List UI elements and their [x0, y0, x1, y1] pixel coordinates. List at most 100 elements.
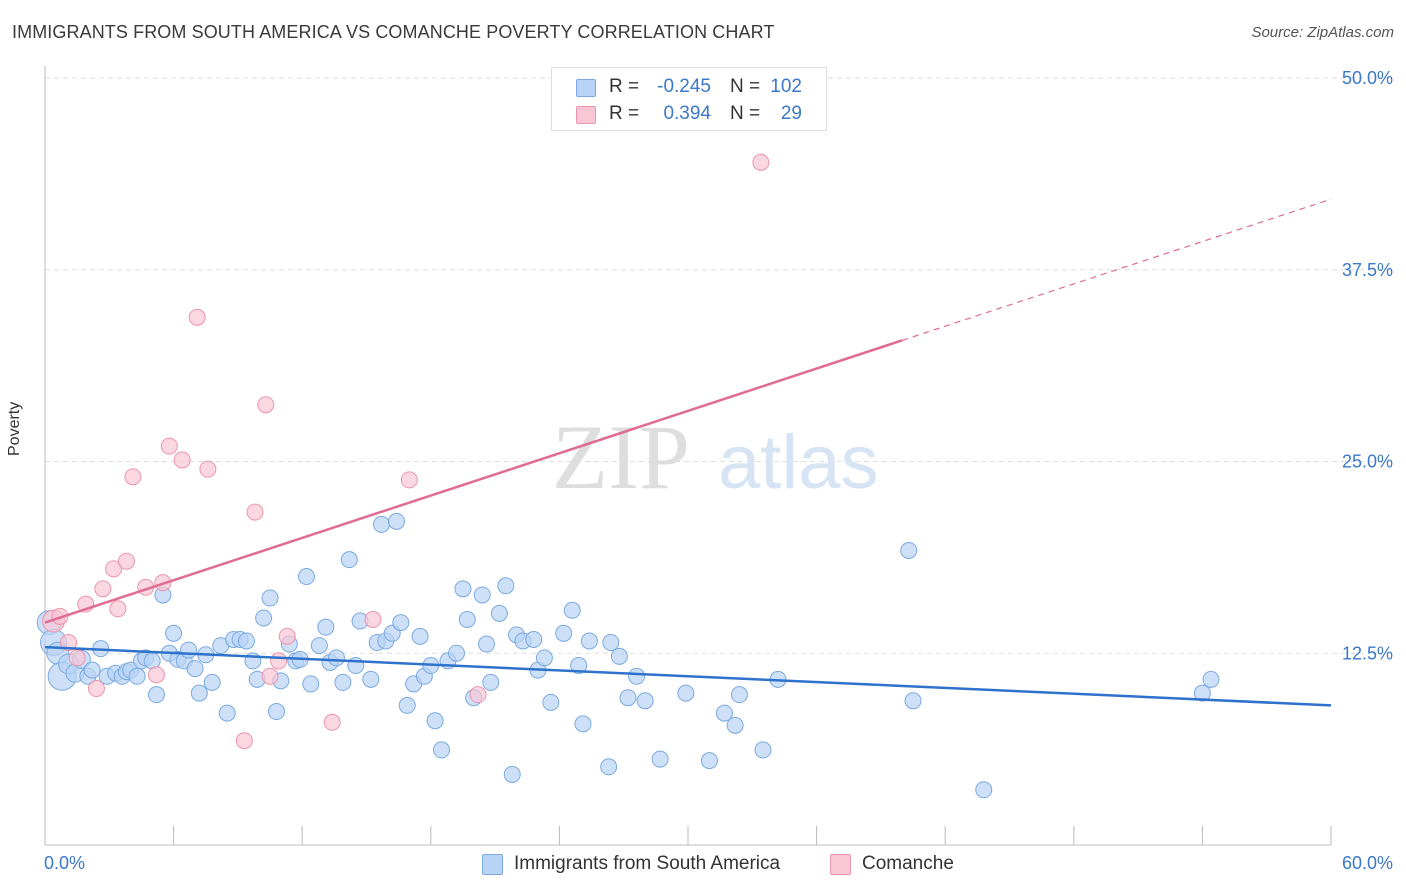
data-point: [458, 611, 476, 629]
data-point: [147, 686, 165, 704]
data-point: [128, 667, 146, 685]
data-point: [186, 660, 204, 678]
data-point: [188, 308, 206, 326]
data-point: [147, 666, 165, 684]
data-point: [255, 609, 273, 627]
data-point: [124, 468, 142, 486]
data-point: [426, 712, 444, 730]
data-point: [448, 644, 466, 662]
data-point: [715, 704, 733, 722]
data-point: [600, 758, 618, 776]
data-point: [261, 667, 279, 685]
trend-line-comanche-extrapolated: [902, 198, 1332, 341]
data-point: [900, 541, 918, 559]
data-point: [563, 601, 581, 619]
y-tick-label: 12.5%: [1342, 643, 1393, 663]
legend-row-immigrants: R = -0.245 N = 102: [552, 74, 826, 100]
data-point: [570, 657, 588, 675]
data-point: [651, 750, 669, 768]
data-point: [904, 692, 922, 710]
data-point: [278, 627, 296, 645]
data-point: [261, 589, 279, 607]
data-point: [1193, 684, 1211, 702]
data-point: [411, 627, 429, 645]
x-tick-label-max: 60.0%: [1342, 853, 1393, 873]
data-point: [602, 634, 620, 652]
data-point: [473, 586, 491, 604]
legend-label: Comanche: [862, 853, 954, 874]
series-comanche-points: [42, 153, 770, 750]
legend-swatch-blue: [576, 79, 596, 97]
data-point: [173, 451, 191, 469]
legend-n-label: N =: [730, 76, 761, 97]
data-point: [364, 611, 382, 629]
data-point: [302, 675, 320, 693]
source-label: Source: ZipAtlas.com: [1251, 24, 1394, 41]
data-point: [105, 560, 123, 578]
data-point: [327, 649, 345, 667]
data-point: [490, 604, 508, 622]
data-point: [726, 716, 744, 734]
data-point: [469, 686, 487, 704]
data-point: [388, 512, 406, 530]
data-point: [323, 713, 341, 731]
data-point: [478, 635, 496, 653]
data-point: [68, 649, 86, 667]
y-tick-label: 37.5%: [1342, 260, 1393, 280]
data-point: [392, 614, 410, 632]
tick-labels: 12.5% 25.0% 37.5% 50.0% 0.0% 60.0%: [44, 68, 1393, 873]
trend-line-immigrants: [44, 645, 1332, 707]
data-point: [237, 632, 255, 650]
data-point: [199, 460, 217, 478]
data-point: [398, 696, 416, 714]
data-point: [628, 667, 646, 685]
data-point: [218, 704, 236, 722]
data-point: [754, 741, 772, 759]
legend-r-value: -0.245: [657, 76, 711, 97]
data-point: [373, 515, 391, 533]
data-point: [180, 641, 198, 659]
data-point: [975, 781, 993, 799]
data-point: [730, 686, 748, 704]
grid-lines: [45, 77, 1392, 654]
data-point: [525, 630, 543, 648]
data-point: [190, 684, 208, 702]
data-point: [87, 680, 105, 698]
data-point: [60, 634, 78, 652]
data-point: [700, 752, 718, 770]
trend-line-comanche: [44, 339, 903, 624]
data-point: [400, 471, 418, 489]
data-point: [165, 624, 183, 642]
trend-lines: [44, 198, 1332, 707]
data-point: [497, 577, 515, 595]
data-point: [297, 568, 315, 586]
data-point: [636, 692, 654, 710]
data-point: [310, 637, 328, 655]
data-point: [574, 715, 592, 733]
data-point: [235, 732, 253, 750]
data-point: [580, 632, 598, 650]
legend-swatch-pink: [576, 106, 596, 124]
data-point: [610, 647, 628, 665]
y-tick-label: 50.0%: [1342, 68, 1393, 88]
legend-r-label: R =: [609, 103, 640, 124]
data-point: [270, 652, 288, 670]
watermark-zip: ZIP: [552, 406, 690, 508]
data-point: [203, 673, 221, 691]
data-point: [619, 689, 637, 707]
data-point: [94, 580, 112, 598]
data-point: [752, 153, 770, 171]
correlation-legend: R = -0.245 N = 102 R = 0.394 N = 29: [551, 67, 827, 131]
data-point: [542, 693, 560, 711]
data-point: [677, 684, 695, 702]
data-point: [267, 703, 285, 721]
chart-title: IMMIGRANTS FROM SOUTH AMERICA VS COMANCH…: [12, 22, 775, 42]
watermark-atlas: atlas: [718, 420, 879, 505]
data-point: [109, 600, 127, 618]
data-point: [334, 673, 352, 691]
x-tick-label-min: 0.0%: [44, 853, 85, 873]
legend-label: Immigrants from South America: [514, 853, 781, 874]
data-point: [482, 673, 500, 691]
legend-r-label: R =: [609, 76, 640, 97]
data-point: [160, 437, 178, 455]
